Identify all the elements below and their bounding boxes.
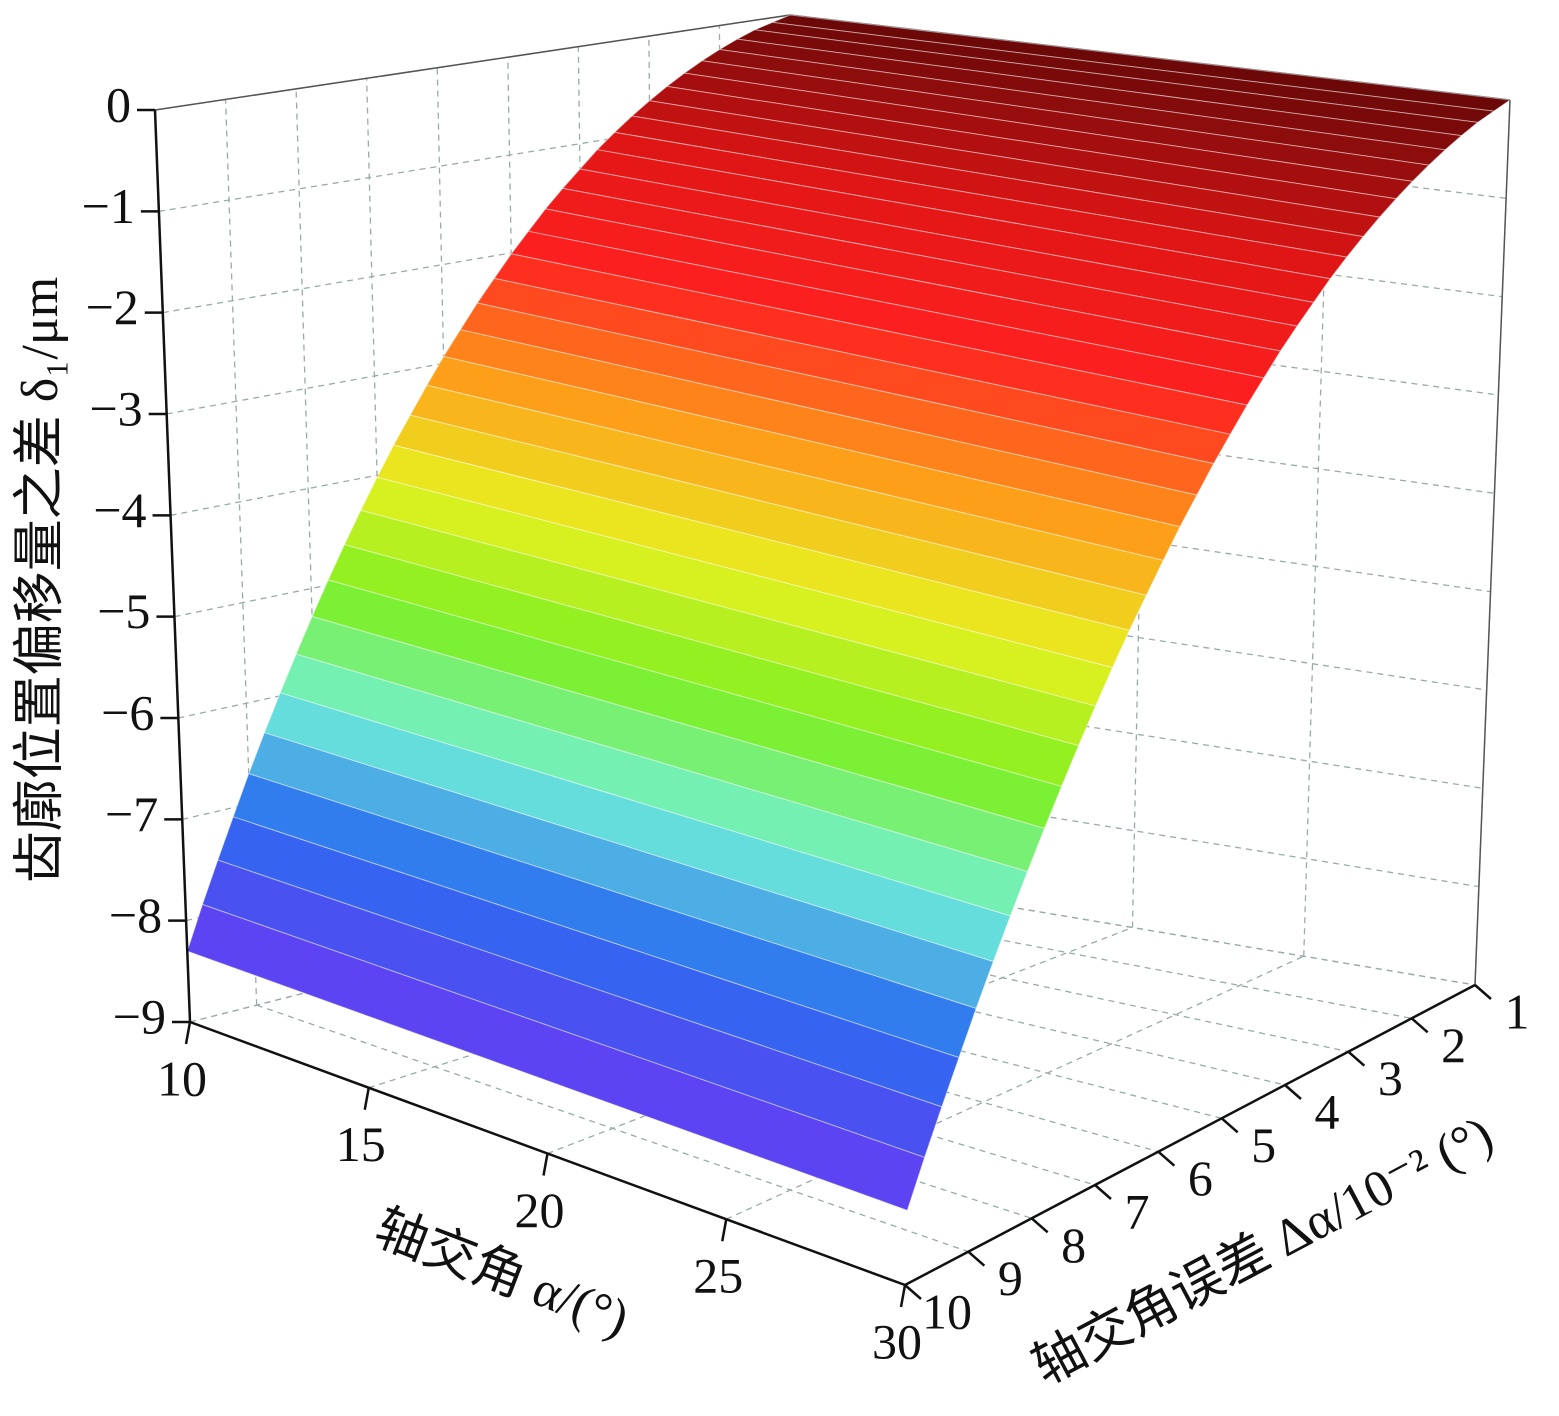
grid-line: [656, 903, 1349, 1053]
z-axis-title: 齿廓位置偏移量之差 δ₁/μm: [12, 277, 69, 883]
x-tick: [1157, 1150, 1176, 1167]
grid-line: [789, 204, 1503, 298]
x-tick-label: 6: [1188, 1150, 1213, 1206]
x-tick-label: 9: [998, 1250, 1023, 1306]
x-tick-label: 2: [1441, 1017, 1466, 1073]
y-tick: [184, 1021, 192, 1045]
x-tick: [1094, 1184, 1112, 1200]
z-tick-label: −5: [97, 583, 150, 639]
z-tick-label: −7: [105, 786, 158, 842]
x-axis-line: [904, 983, 1476, 1287]
z-tick-label: −4: [93, 482, 146, 538]
x-tick: [967, 1250, 986, 1267]
x-tick: [1347, 1050, 1366, 1067]
box-edge: [154, 14, 791, 111]
x-tick-label: 8: [1061, 1217, 1086, 1273]
x-tick: [1284, 1084, 1302, 1100]
y-tick: [899, 1284, 907, 1308]
x-tick: [1474, 984, 1492, 1000]
grid-line: [174, 489, 791, 618]
grid-line: [723, 886, 1412, 1019]
x-tick: [1220, 1117, 1239, 1134]
grid-line: [1131, 57, 1151, 928]
x-tick-label: 3: [1378, 1050, 1403, 1106]
surface: [186, 14, 1512, 1211]
z-tick-label: 0: [106, 76, 131, 132]
surface-strip: [186, 903, 926, 1211]
x-tick-label: 1: [1505, 983, 1530, 1039]
box-edge: [1474, 99, 1511, 986]
grid-line: [256, 1004, 969, 1253]
z-tick-label: −2: [86, 279, 139, 335]
grid-line: [789, 679, 1483, 789]
y-tick-label: 30: [872, 1313, 922, 1369]
y-axis-title: 轴交角 α/(°): [367, 1199, 636, 1348]
z-tick-label: −9: [113, 988, 166, 1044]
y-tick-label: 10: [157, 1050, 207, 1106]
y-tick: [542, 1153, 549, 1176]
x-tick-label: 4: [1315, 1083, 1340, 1139]
y-tick-label: 25: [693, 1248, 743, 1304]
z-tick-label: −3: [89, 380, 142, 436]
x-tick: [1030, 1217, 1049, 1234]
x-tick-label: 5: [1251, 1117, 1276, 1173]
grid-line: [295, 88, 324, 989]
y-tick: [363, 1087, 370, 1110]
x-tick-label: 10: [922, 1283, 972, 1339]
x-tick: [904, 1284, 922, 1300]
z-tick-label: −1: [82, 178, 135, 234]
y-tick: [721, 1219, 728, 1242]
y-tick-label: 15: [336, 1116, 386, 1172]
z-tick-label: −8: [109, 887, 162, 943]
z-tick-label: −6: [101, 684, 154, 740]
y-tick-label: 20: [515, 1182, 565, 1238]
z-axis-line: [153, 109, 192, 1023]
grid-line: [224, 99, 258, 1006]
x-tick-label: 7: [1125, 1183, 1150, 1239]
grid-line: [725, 955, 1305, 1220]
x-tick: [1410, 1017, 1429, 1034]
